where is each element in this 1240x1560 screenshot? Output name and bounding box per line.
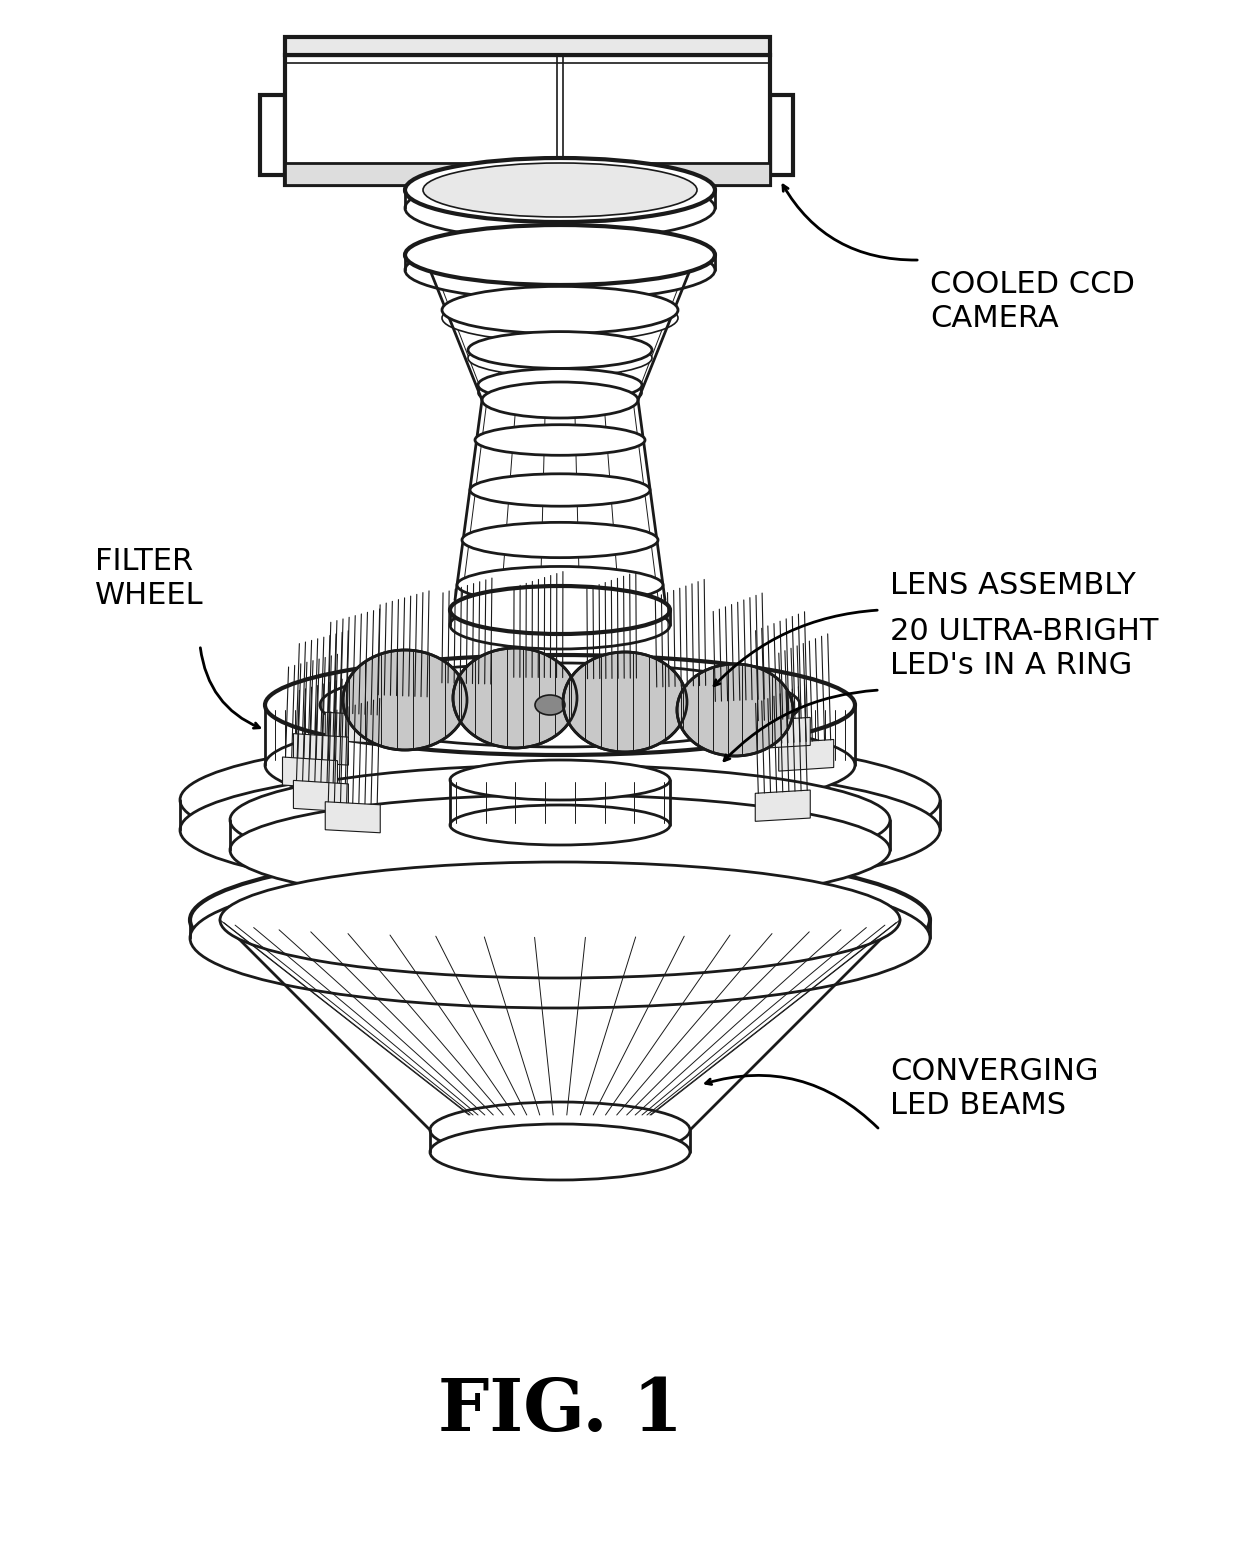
Ellipse shape <box>343 651 467 750</box>
Text: FIG. 1: FIG. 1 <box>438 1374 682 1446</box>
Ellipse shape <box>441 287 678 334</box>
Ellipse shape <box>450 760 670 800</box>
Ellipse shape <box>534 696 565 714</box>
Ellipse shape <box>190 867 930 1008</box>
Polygon shape <box>755 718 810 749</box>
Ellipse shape <box>229 764 890 875</box>
Ellipse shape <box>405 158 715 222</box>
Ellipse shape <box>450 805 670 846</box>
Polygon shape <box>283 757 337 789</box>
Polygon shape <box>294 733 348 764</box>
Polygon shape <box>376 694 430 725</box>
Ellipse shape <box>467 332 652 368</box>
Ellipse shape <box>405 225 715 285</box>
Ellipse shape <box>441 295 678 342</box>
Ellipse shape <box>430 1101 689 1158</box>
Ellipse shape <box>477 376 642 409</box>
Ellipse shape <box>405 176 715 240</box>
Ellipse shape <box>423 162 697 217</box>
Polygon shape <box>285 162 770 186</box>
Ellipse shape <box>265 714 856 814</box>
Text: FILTER
WHEEL: FILTER WHEEL <box>95 548 203 610</box>
Ellipse shape <box>229 796 890 905</box>
Ellipse shape <box>475 424 645 456</box>
Text: 20 ULTRA-BRIGHT
LED's IN A RING: 20 ULTRA-BRIGHT LED's IN A RING <box>890 618 1158 680</box>
Polygon shape <box>294 780 348 811</box>
Polygon shape <box>755 789 810 821</box>
Polygon shape <box>653 685 709 714</box>
Ellipse shape <box>180 764 940 895</box>
Ellipse shape <box>450 601 670 649</box>
Polygon shape <box>285 37 770 55</box>
Polygon shape <box>770 95 794 175</box>
Ellipse shape <box>453 647 577 747</box>
Ellipse shape <box>190 850 930 991</box>
Ellipse shape <box>405 240 715 300</box>
Polygon shape <box>712 699 768 730</box>
Polygon shape <box>584 679 640 707</box>
Text: LENS ASSEMBLY: LENS ASSEMBLY <box>890 571 1136 601</box>
Ellipse shape <box>430 1125 689 1179</box>
Ellipse shape <box>467 340 652 376</box>
Polygon shape <box>511 677 565 705</box>
Ellipse shape <box>477 368 642 401</box>
Ellipse shape <box>677 665 794 757</box>
Ellipse shape <box>265 655 856 755</box>
Ellipse shape <box>320 663 800 747</box>
Ellipse shape <box>458 566 663 604</box>
Ellipse shape <box>219 863 900 978</box>
Polygon shape <box>325 713 381 743</box>
Polygon shape <box>260 95 285 175</box>
Polygon shape <box>779 739 833 771</box>
Ellipse shape <box>482 382 639 418</box>
Polygon shape <box>325 802 381 833</box>
Polygon shape <box>439 683 494 713</box>
Ellipse shape <box>463 523 658 557</box>
Text: COOLED CCD
CAMERA: COOLED CCD CAMERA <box>930 270 1135 332</box>
Ellipse shape <box>470 474 650 505</box>
Ellipse shape <box>563 652 687 752</box>
Ellipse shape <box>450 587 670 633</box>
Text: CONVERGING
LED BEAMS: CONVERGING LED BEAMS <box>890 1058 1099 1120</box>
Polygon shape <box>285 55 770 186</box>
